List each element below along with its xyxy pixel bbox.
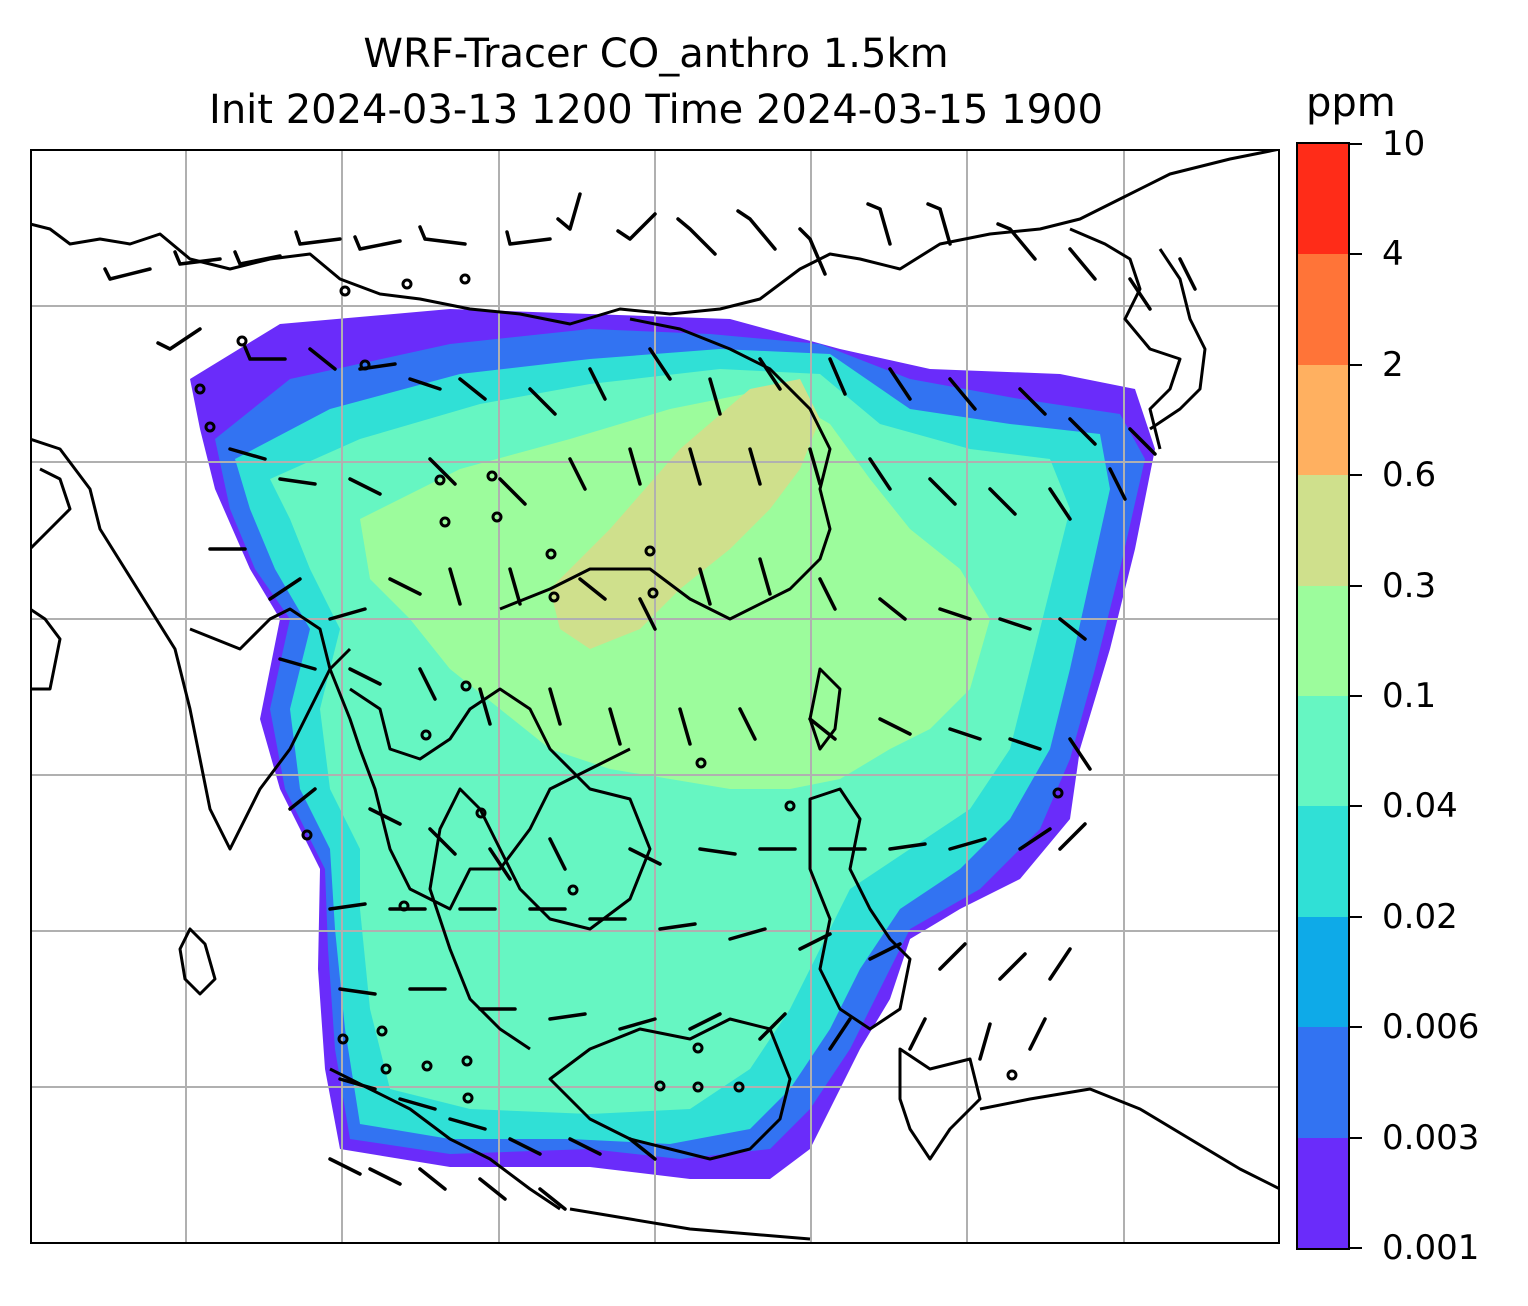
coast-myanmar	[189, 607, 631, 911]
colorbar-tick-label: 0.003	[1382, 1117, 1480, 1158]
colorbar-segment	[1298, 1137, 1348, 1248]
colorbar-segment	[1298, 806, 1348, 917]
colorbar-tick-label: 0.001	[1382, 1228, 1480, 1268]
colorbar-tick	[1350, 253, 1362, 256]
wind-barbs	[103, 192, 1197, 1211]
colorbar-segment	[1298, 1027, 1348, 1138]
colorbar-segment	[1298, 364, 1348, 476]
colorbar-tick	[1350, 363, 1362, 366]
coast-pakistan	[30, 607, 62, 691]
colorbar-unit-label: ppm	[1306, 80, 1396, 126]
colorbar-tick-label: 10	[1382, 124, 1426, 164]
colorbar-tick-label: 0.02	[1382, 896, 1458, 937]
coast-indochina	[349, 687, 652, 1051]
coast-sulawesi	[898, 1047, 982, 1161]
colorbar-segment	[1298, 144, 1348, 255]
colorbar	[1296, 142, 1350, 1250]
colorbar-tick	[1350, 915, 1362, 918]
coast-korea	[1069, 227, 1182, 450]
calm-wind-markers	[194, 273, 1064, 1104]
colorbar-tick-label: 0.006	[1382, 1007, 1480, 1048]
colorbar-tick	[1350, 695, 1362, 697]
coast-southchina	[499, 317, 832, 621]
chart-title-line2: Init 2024-03-13 1200 Time 2024-03-15 190…	[209, 87, 1103, 133]
chart-title-line1: WRF-Tracer CO_anthro 1.5km	[363, 31, 949, 77]
coast-japan	[1149, 248, 1207, 431]
coast-taiwan	[808, 667, 842, 751]
colorbar-tick	[1350, 1136, 1362, 1139]
colorbar-tick	[1350, 584, 1362, 587]
coast-newguinea	[979, 1087, 1280, 1191]
colorbar-tick-label: 0.6	[1382, 455, 1437, 496]
coast-india	[30, 437, 352, 851]
colorbar-segment	[1298, 475, 1348, 586]
colorbar-tick-label: 0.1	[1382, 676, 1437, 716]
coast-philippines	[808, 787, 912, 1031]
coast-arabian	[30, 467, 72, 551]
colorbar-tick	[1350, 143, 1362, 145]
colorbar-tick-label: 0.04	[1382, 786, 1458, 827]
map-panel	[30, 149, 1280, 1244]
coastlines	[30, 149, 1280, 1241]
colorbar-tick-label: 2	[1382, 344, 1404, 385]
colorbar-segment	[1298, 254, 1348, 365]
colorbar-segment	[1298, 585, 1348, 696]
plume-level-0.3	[550, 379, 820, 649]
coast-java	[569, 1207, 811, 1241]
colorbar-tick	[1350, 1247, 1362, 1249]
coast-srilanka	[178, 927, 217, 996]
colorbar-tick	[1350, 474, 1362, 477]
colorbar-tick	[1350, 805, 1362, 808]
colorbar-tick	[1350, 1026, 1362, 1029]
colorbar-segment	[1298, 696, 1348, 807]
coast-china-north	[30, 149, 1280, 326]
colorbar-tick-label: 0.3	[1382, 565, 1437, 606]
coast-borneo	[548, 1017, 792, 1161]
co-concentration-field	[190, 309, 1155, 1179]
colorbar-segment	[1298, 916, 1348, 1028]
colorbar-tick-label: 4	[1382, 234, 1404, 275]
map-border	[30, 149, 1280, 1244]
